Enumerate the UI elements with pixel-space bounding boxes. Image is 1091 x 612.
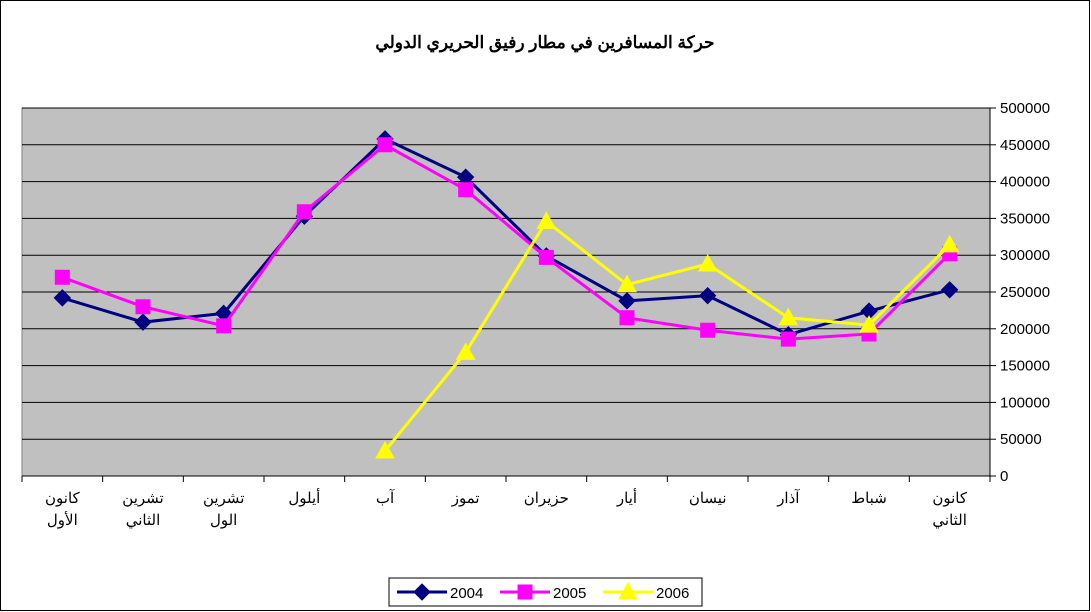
x-tick-label: حزيران <box>524 490 569 507</box>
y-tick-label: 100000 <box>1000 394 1050 411</box>
marker <box>700 322 716 338</box>
y-tick-label: 200000 <box>1000 321 1050 338</box>
marker <box>617 274 637 293</box>
marker <box>517 584 533 600</box>
marker <box>455 342 476 360</box>
marker <box>940 281 959 299</box>
marker <box>697 254 718 272</box>
x-tick-label: شباط <box>851 490 887 507</box>
y-tick-label: 450000 <box>1000 137 1050 154</box>
series-line <box>383 219 951 452</box>
marker <box>377 137 393 153</box>
y-tick-label: 0 <box>1000 468 1008 485</box>
legend-label: 2006 <box>656 585 689 602</box>
x-tick-label: آب <box>376 489 395 507</box>
legend-item: 2006 <box>603 581 689 602</box>
marker <box>536 211 557 229</box>
series-line <box>61 142 951 341</box>
legend-item: 2005 <box>500 584 586 602</box>
marker <box>135 299 151 315</box>
y-tick-label: 500000 <box>1000 100 1050 117</box>
series-line <box>61 137 951 337</box>
marker <box>216 318 232 334</box>
x-tick-label: كانون الثاني <box>932 490 968 529</box>
y-tick-label: 300000 <box>1000 247 1050 264</box>
marker <box>780 331 796 347</box>
y-tick-label: 350000 <box>1000 210 1050 227</box>
x-tick-label: نيسان <box>689 490 727 507</box>
marker <box>54 269 70 285</box>
chart-title: حركة المسافرين في مطار رفيق الحريري الدو… <box>375 33 714 53</box>
marker <box>859 315 879 333</box>
marker <box>53 289 72 307</box>
y-tick-label: 150000 <box>1000 358 1050 375</box>
marker <box>778 307 799 326</box>
x-tick-label: كانون الأول <box>45 490 81 529</box>
y-tick-label: 250000 <box>1000 284 1050 301</box>
marker <box>458 182 474 198</box>
x-tick-label: تشرين الثاني <box>122 490 163 529</box>
marker <box>618 292 636 310</box>
marker <box>413 583 431 601</box>
legend-item: 2004 <box>397 583 483 602</box>
marker <box>618 581 638 600</box>
y-tick-label: 50000 <box>1000 431 1042 448</box>
marker <box>375 440 395 459</box>
marker <box>698 286 717 305</box>
marker <box>538 249 554 265</box>
x-tick-label: تشرين الول <box>203 490 244 529</box>
marker <box>296 204 312 220</box>
marker <box>134 313 152 331</box>
x-tick-label: أيار <box>616 488 637 507</box>
x-tick-label: أيلول <box>288 488 320 507</box>
legend-label: 2004 <box>450 585 483 602</box>
marker <box>619 310 635 326</box>
marker <box>939 234 960 253</box>
x-tick-label: آذار <box>776 489 800 507</box>
x-tick-label: تموز <box>451 490 480 507</box>
y-tick-label: 400000 <box>1000 174 1050 191</box>
legend-label: 2005 <box>553 585 586 602</box>
